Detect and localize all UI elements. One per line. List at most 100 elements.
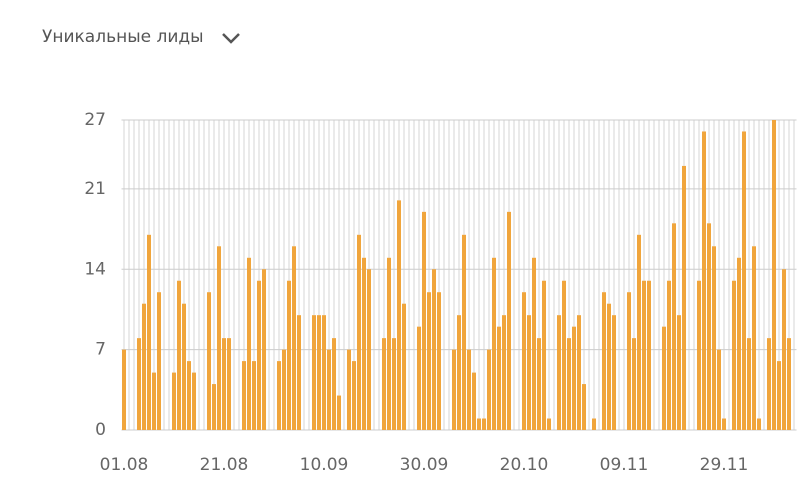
bar [452, 349, 456, 430]
bar [397, 200, 401, 430]
bar [662, 326, 666, 430]
bar [712, 246, 716, 430]
bar [577, 315, 581, 430]
bar [327, 349, 331, 430]
bar [262, 269, 266, 430]
bar [192, 372, 196, 430]
bar [247, 257, 251, 430]
y-tick-label: 0 [95, 420, 106, 440]
bar [557, 315, 561, 430]
bar [392, 338, 396, 430]
x-tick-label: 20.10 [500, 455, 549, 475]
bar [257, 280, 261, 430]
bar [217, 246, 221, 430]
bar [122, 349, 126, 430]
bar [502, 315, 506, 430]
bar [737, 257, 741, 430]
bar [642, 280, 646, 430]
bar [152, 372, 156, 430]
bar [497, 326, 501, 430]
bar [572, 326, 576, 430]
bar [632, 338, 636, 430]
bar [772, 120, 776, 430]
x-tick-label: 10.09 [300, 455, 349, 475]
bar [592, 418, 596, 430]
bar [157, 292, 161, 430]
bar [382, 338, 386, 430]
y-tick-label: 7 [95, 340, 106, 360]
bar [722, 418, 726, 430]
bar [187, 361, 191, 430]
bar [757, 418, 761, 430]
bar [317, 315, 321, 430]
bar [532, 257, 536, 430]
x-tick-label: 29.11 [700, 455, 749, 475]
bar [752, 246, 756, 430]
y-tick-label: 27 [84, 110, 106, 130]
bar [742, 131, 746, 430]
bar [352, 361, 356, 430]
bar [612, 315, 616, 430]
x-tick-label: 09.11 [600, 455, 649, 475]
x-tick-label: 30.09 [400, 455, 449, 475]
bar [567, 338, 571, 430]
bar [667, 280, 671, 430]
bar [732, 280, 736, 430]
bar [522, 292, 526, 430]
bar [627, 292, 631, 430]
bar [747, 338, 751, 430]
bar [142, 303, 146, 430]
bar [242, 361, 246, 430]
y-tick-label: 21 [84, 179, 106, 199]
bar [322, 315, 326, 430]
bar [312, 315, 316, 430]
bar [297, 315, 301, 430]
bar [147, 234, 151, 430]
bar [472, 372, 476, 430]
x-tick-label: 01.08 [100, 455, 149, 475]
x-tick-label: 21.08 [200, 455, 249, 475]
bar [332, 338, 336, 430]
bar [467, 349, 471, 430]
bar [362, 257, 366, 430]
bar [777, 361, 781, 430]
bar [697, 280, 701, 430]
bar [647, 280, 651, 430]
y-tick-label: 14 [84, 259, 106, 279]
bar [602, 292, 606, 430]
bar [457, 315, 461, 430]
bar [607, 303, 611, 430]
bar [337, 395, 341, 430]
bar [492, 257, 496, 430]
bar [282, 349, 286, 430]
bar [417, 326, 421, 430]
bar [387, 257, 391, 430]
bar [702, 131, 706, 430]
bar [562, 280, 566, 430]
bar [222, 338, 226, 430]
bar [287, 280, 291, 430]
chart-title: Уникальные лиды [42, 27, 204, 47]
bar [292, 246, 296, 430]
bar [782, 269, 786, 430]
bar [177, 280, 181, 430]
bar [637, 234, 641, 430]
bar [347, 349, 351, 430]
bar [252, 361, 256, 430]
bar [207, 292, 211, 430]
bar [437, 292, 441, 430]
bar [277, 361, 281, 430]
bar [477, 418, 481, 430]
bar [357, 234, 361, 430]
dropdown-chevron[interactable] [222, 33, 240, 44]
bar [672, 223, 676, 430]
bar [542, 280, 546, 430]
bar [537, 338, 541, 430]
bar [677, 315, 681, 430]
bar [182, 303, 186, 430]
bar [227, 338, 231, 430]
bar [582, 384, 586, 430]
bar [507, 211, 511, 430]
bar [427, 292, 431, 430]
